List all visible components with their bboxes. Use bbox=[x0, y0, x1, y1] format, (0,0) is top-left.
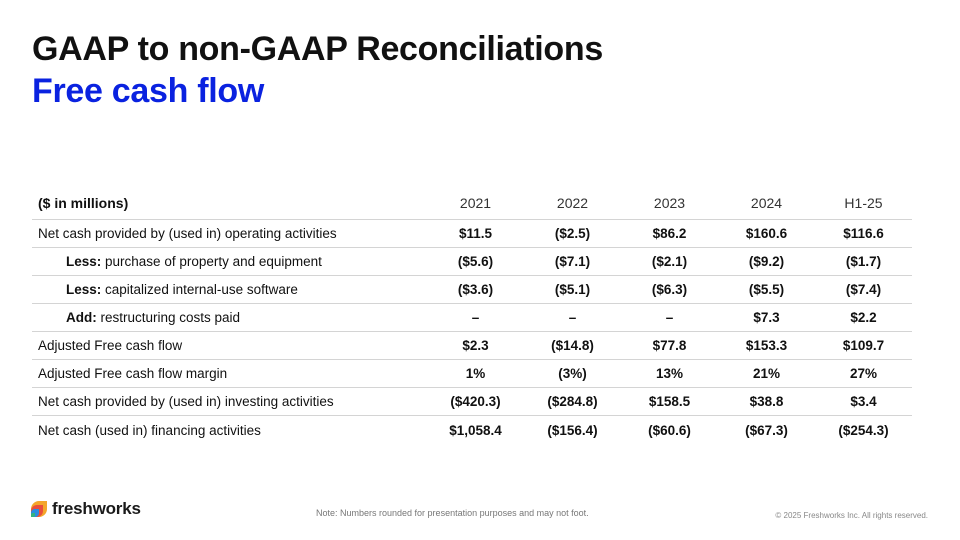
table-row: Adjusted Free cash flow margin 1% (3%) 1… bbox=[32, 360, 912, 388]
table-cell: $3.4 bbox=[850, 394, 877, 409]
unit-label: ($ in millions) bbox=[38, 195, 129, 211]
row-label: Net cash provided by (used in) investing… bbox=[38, 394, 334, 409]
column-header: 2022 bbox=[556, 195, 589, 211]
reconciliation-table: ($ in millions) 2021 2022 2023 2024 H1-2… bbox=[32, 190, 912, 444]
table-cell: $38.8 bbox=[749, 394, 784, 409]
row-label: Add: restructuring costs paid bbox=[66, 310, 241, 325]
column-header: 2023 bbox=[653, 195, 686, 211]
row-label: Net cash (used in) financing activities bbox=[38, 422, 261, 438]
table-cell: $153.3 bbox=[745, 338, 788, 353]
page-title: GAAP to non-GAAP Reconciliations bbox=[32, 30, 603, 68]
table-cell: ($9.2) bbox=[748, 254, 785, 269]
table-cell: ($5.1) bbox=[554, 282, 591, 297]
row-label: Net cash provided by (used in) operating… bbox=[38, 226, 337, 241]
table-cell: ($156.4) bbox=[547, 422, 598, 438]
table-cell: $109.7 bbox=[842, 338, 885, 353]
table-cell: 27% bbox=[849, 366, 878, 381]
table-cell: ($254.3) bbox=[838, 422, 889, 438]
title-block: GAAP to non-GAAP Reconciliations Free ca… bbox=[32, 28, 603, 112]
footnote: Note: Numbers rounded for presentation p… bbox=[316, 508, 589, 518]
freshworks-logo-icon bbox=[31, 501, 47, 517]
table-cell: ($67.3) bbox=[745, 422, 788, 438]
table-cell: $1,058.4 bbox=[449, 422, 502, 438]
table-cell: ($7.1) bbox=[554, 254, 591, 269]
table-cell: ($2.1) bbox=[651, 254, 688, 269]
row-label: Less: capitalized internal-use software bbox=[66, 282, 298, 297]
table-cell: $158.5 bbox=[648, 394, 691, 409]
table-cell: ($5.6) bbox=[457, 254, 494, 269]
table-cell: (3%) bbox=[558, 366, 587, 381]
table-cell: ($1.7) bbox=[845, 254, 882, 269]
table-cell: $11.5 bbox=[458, 226, 493, 241]
freshworks-logo: freshworks bbox=[30, 499, 141, 519]
table-row: Adjusted Free cash flow $2.3 ($14.8) $77… bbox=[32, 332, 912, 360]
table-cell: ($60.6) bbox=[648, 422, 691, 438]
column-header: H1-25 bbox=[844, 195, 883, 211]
table-cell: $2.2 bbox=[850, 310, 877, 325]
table-cell: 1% bbox=[465, 366, 486, 381]
row-prefix: Less: bbox=[66, 282, 102, 297]
table-cell: $86.2 bbox=[652, 226, 687, 241]
row-prefix: Add: bbox=[66, 310, 97, 325]
table-cell: – bbox=[665, 310, 674, 325]
row-label: Adjusted Free cash flow bbox=[38, 338, 183, 353]
copyright: © 2025 Freshworks Inc. All rights reserv… bbox=[775, 511, 928, 520]
table-cell: ($5.5) bbox=[748, 282, 785, 297]
table-row: Net cash provided by (used in) investing… bbox=[32, 388, 912, 416]
column-header: 2024 bbox=[750, 195, 783, 211]
table-cell: 13% bbox=[655, 366, 684, 381]
column-header: 2021 bbox=[459, 195, 492, 211]
table-header-row: ($ in millions) 2021 2022 2023 2024 H1-2… bbox=[32, 190, 912, 220]
table-cell: $160.6 bbox=[745, 226, 788, 241]
table-cell: ($2.5) bbox=[554, 226, 591, 241]
logo-text: freshworks bbox=[52, 499, 141, 518]
table-cell: $116.6 bbox=[843, 226, 884, 241]
table-cell: $7.3 bbox=[753, 310, 780, 325]
table-row: Net cash (used in) financing activities … bbox=[32, 416, 912, 444]
table-cell: ($420.3) bbox=[450, 394, 501, 409]
table-cell: 21% bbox=[752, 366, 781, 381]
table-row: Net cash provided by (used in) operating… bbox=[32, 220, 912, 248]
table-cell: ($6.3) bbox=[651, 282, 688, 297]
table-row: Less: purchase of property and equipment… bbox=[32, 248, 912, 276]
table-cell: ($14.8) bbox=[551, 338, 594, 353]
table-cell: $77.8 bbox=[652, 338, 687, 353]
table-cell: ($284.8) bbox=[547, 394, 598, 409]
row-label: Adjusted Free cash flow margin bbox=[38, 366, 228, 381]
row-label: Less: purchase of property and equipment bbox=[66, 254, 322, 269]
page-subtitle: Free cash flow bbox=[32, 72, 264, 110]
table-row: Add: restructuring costs paid – – – $7.3… bbox=[32, 304, 912, 332]
table-row: Less: capitalized internal-use software … bbox=[32, 276, 912, 304]
row-prefix: Less: bbox=[66, 254, 102, 269]
table-cell: $2.3 bbox=[462, 338, 489, 353]
table-cell: ($3.6) bbox=[457, 282, 494, 297]
table-cell: ($7.4) bbox=[845, 282, 882, 297]
table-cell: – bbox=[568, 310, 577, 325]
table-cell: – bbox=[471, 310, 480, 325]
